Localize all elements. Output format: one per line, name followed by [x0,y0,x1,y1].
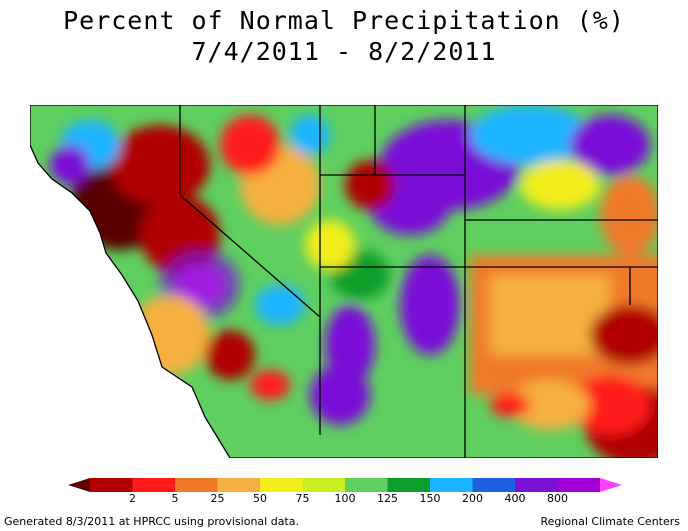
colorbar-tick-label: 200 [462,492,483,505]
colorbar-high-arrow [600,478,622,492]
colorbar-cell [472,478,516,492]
colorbar-cell [557,478,601,492]
colorbar-cell [515,478,558,492]
colorbar-cell [132,478,176,492]
colorbar-cell [175,478,218,492]
map-title: Percent of Normal Precipitation (%) [63,6,625,35]
colorbar-tick-label: 100 [334,492,356,505]
state-borders [30,105,658,458]
colorbar-tick-label: 400 [504,492,526,505]
colorbar-cell [345,478,388,492]
credit-note: Regional Climate Centers [540,515,680,528]
colorbar-low-arrow [68,478,90,492]
colorbar-cell [302,478,346,492]
colorbar-tick-label: 150 [419,492,441,505]
precipitation-map [30,105,658,458]
colorbar-cell [217,478,261,492]
colorbar-cell [387,478,431,492]
colorbar-tick-label: 2 [129,492,136,505]
colorbar-tick-label: 5 [171,492,179,505]
precip-field [30,105,658,458]
colorbar-tick-label: 50 [253,492,267,505]
colorbar [68,478,622,492]
colorbar-tick-label: 800 [547,492,568,505]
colorbar-tick-label: 75 [295,492,310,505]
colorbar-cell [90,478,133,492]
colorbar-tick-label: 25 [210,492,225,505]
colorbar-cell [260,478,303,492]
generated-note: Generated 8/3/2011 at HPRCC using provis… [4,515,299,528]
colorbar-tick-label: 125 [377,492,398,505]
map-date-range: 7/4/2011 - 8/2/2011 [191,37,497,66]
colorbar-cell [430,478,473,492]
